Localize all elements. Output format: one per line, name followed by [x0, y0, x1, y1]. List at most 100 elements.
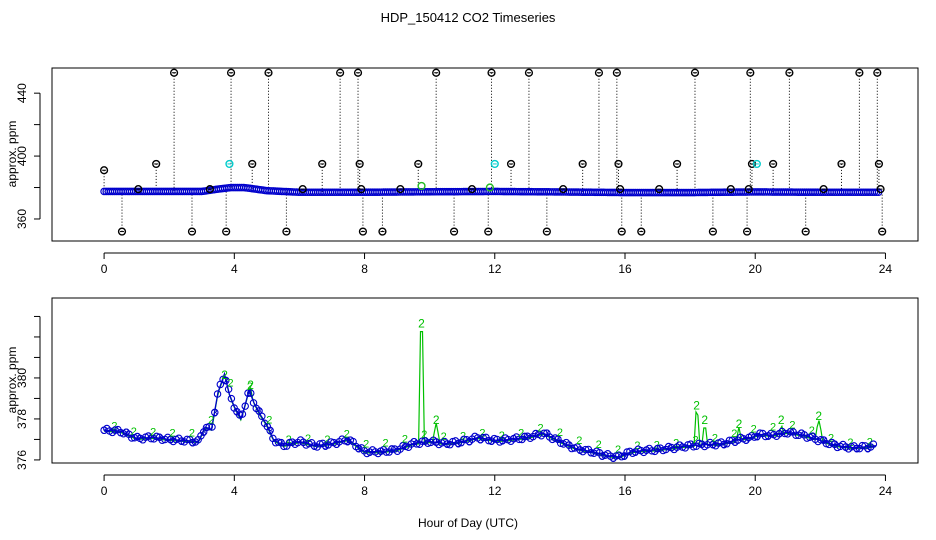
bottom-data-point: [587, 448, 595, 457]
top-outlier-point: [617, 227, 626, 236]
top-x-tick-label: 8: [361, 262, 368, 276]
bottom-x-tick-label: 24: [879, 484, 893, 498]
bottom-data-point: [280, 442, 288, 451]
bottom-data-point: [568, 444, 576, 453]
bottom-series-3-marker: 3: [488, 436, 494, 448]
bottom-spike-label: 2: [693, 399, 700, 413]
top-outlier-point: [187, 227, 197, 236]
top-outlier-point: [432, 68, 441, 77]
bottom-x-tick-label: 16: [618, 484, 632, 498]
top-outlier-point: [612, 68, 621, 77]
top-outlier-point: [873, 68, 882, 77]
top-outlier-point: [396, 185, 405, 194]
bottom-series-3-line: [104, 371, 876, 458]
bottom-series-2-marker: 2: [712, 432, 718, 444]
bottom-spike-label: 2: [701, 413, 708, 427]
top-outlier-point: [726, 185, 735, 194]
top-outlier-point: [484, 227, 493, 236]
top-outlier-point: [355, 159, 364, 169]
bottom-data-point: [208, 423, 216, 431]
top-outlier-point: [819, 185, 828, 194]
bottom-series-2-marker: 2: [537, 422, 543, 434]
bottom-series-2-marker: 2: [344, 429, 350, 441]
top-x-tick-label: 12: [488, 262, 502, 276]
top-outlier-point: [655, 185, 664, 194]
bottom-series-3-marker: 3: [212, 407, 218, 419]
top-outlier-point: [752, 159, 761, 169]
bottom-series-2-marker: 2: [441, 431, 447, 443]
top-outlier-point: [169, 68, 179, 77]
top-outlier-point: [708, 227, 717, 236]
bottom-spike-label: 2: [778, 413, 785, 427]
top-y-tick-label: 440: [15, 83, 29, 103]
bottom-data-point: [479, 433, 487, 442]
top-outlier-point: [690, 68, 700, 77]
top-outlier-point: [414, 159, 423, 169]
top-y-tick-label: 400: [15, 146, 29, 166]
bottom-x-tick-label: 8: [361, 484, 368, 498]
top-outlier-point: [524, 68, 534, 77]
bottom-data-point: [205, 422, 213, 431]
top-outlier-point: [742, 227, 752, 236]
bottom-series-3-marker: 3: [754, 431, 760, 443]
top-outlier-point: [353, 68, 363, 77]
bottom-data-point: [454, 439, 463, 448]
bottom-series-3-marker: 3: [743, 435, 749, 447]
bottom-series-3-marker: 3: [555, 434, 561, 446]
bottom-data-point: [271, 438, 280, 447]
bottom-data-point: [211, 408, 219, 417]
top-outlier-point: [248, 159, 257, 169]
bottom-data-point: [244, 389, 252, 397]
chart-title: HDP_150412 CO2 Timeseries: [381, 10, 556, 25]
top-outlier-point: [874, 159, 884, 169]
bottom-series-2-marker: 2: [809, 425, 815, 437]
bottom-y-tick-label: 376: [15, 450, 29, 470]
top-panel: 0 4 8 12 16 20 24 360 400 440 approx. ppm: [5, 67, 919, 276]
bottom-series-2-marker: 2: [324, 434, 330, 446]
bottom-series-2-marker: 2: [305, 433, 311, 445]
bottom-spike-label: 2: [815, 409, 822, 423]
top-outlier-point: [542, 227, 551, 236]
top-outlier-point: [357, 185, 366, 194]
top-outlier-point: [117, 227, 127, 236]
bottom-series-2-marker: 2: [751, 424, 757, 436]
bottom-spike-label: 2: [418, 317, 425, 331]
bottom-spike-label: 2: [736, 417, 743, 431]
top-outlier-point: [744, 185, 753, 194]
bottom-series-3-marker: 3: [544, 428, 550, 440]
top-outlier-point: [225, 159, 234, 169]
top-outlier-point: [264, 68, 273, 77]
bottom-series-2-marker: 2: [673, 437, 679, 449]
bottom-series-3-marker: 3: [643, 445, 649, 457]
top-outlier-point: [855, 68, 864, 77]
top-outlier-point: [449, 227, 459, 236]
bottom-series-2-marker: 2: [518, 427, 524, 439]
top-outlier-point: [876, 185, 885, 194]
bottom-series-2-marker: 2: [499, 430, 505, 442]
bottom-series-3-marker: 3: [466, 436, 472, 448]
bottom-series-2-marker: 2: [789, 420, 795, 432]
bottom-data-point: [241, 402, 249, 410]
top-outlier-point: [614, 159, 623, 169]
top-outlier-point: [801, 227, 810, 236]
bottom-series-3-marker: 3: [511, 434, 517, 446]
bottom-y-axis-label: approx. ppm: [5, 347, 19, 414]
top-data-point: [870, 188, 879, 197]
top-y-tick-label: 360: [15, 209, 29, 229]
bottom-y-tick-label: 378: [15, 409, 29, 429]
bottom-y-tick-label: 380: [15, 368, 29, 388]
bottom-series-2-marker: 2: [847, 437, 853, 449]
bottom-series-2-marker: 2: [286, 434, 292, 446]
bottom-series-2-marker: 2: [169, 427, 175, 439]
top-outlier-point: [559, 185, 568, 194]
bottom-series-3-marker: 3: [201, 427, 207, 439]
x-axis-label: Hour of Day (UTC): [418, 516, 518, 530]
top-outlier-point: [616, 185, 625, 194]
top-outlier-point: [490, 159, 499, 169]
top-outlier-point: [578, 159, 587, 169]
bottom-series-2-marker: 2: [421, 429, 427, 441]
bottom-spike-label: 2: [247, 378, 254, 392]
bottom-series-3-marker: 3: [333, 439, 339, 451]
bottom-series-2-marker: 2: [363, 439, 369, 451]
top-outlier-point: [298, 185, 307, 194]
